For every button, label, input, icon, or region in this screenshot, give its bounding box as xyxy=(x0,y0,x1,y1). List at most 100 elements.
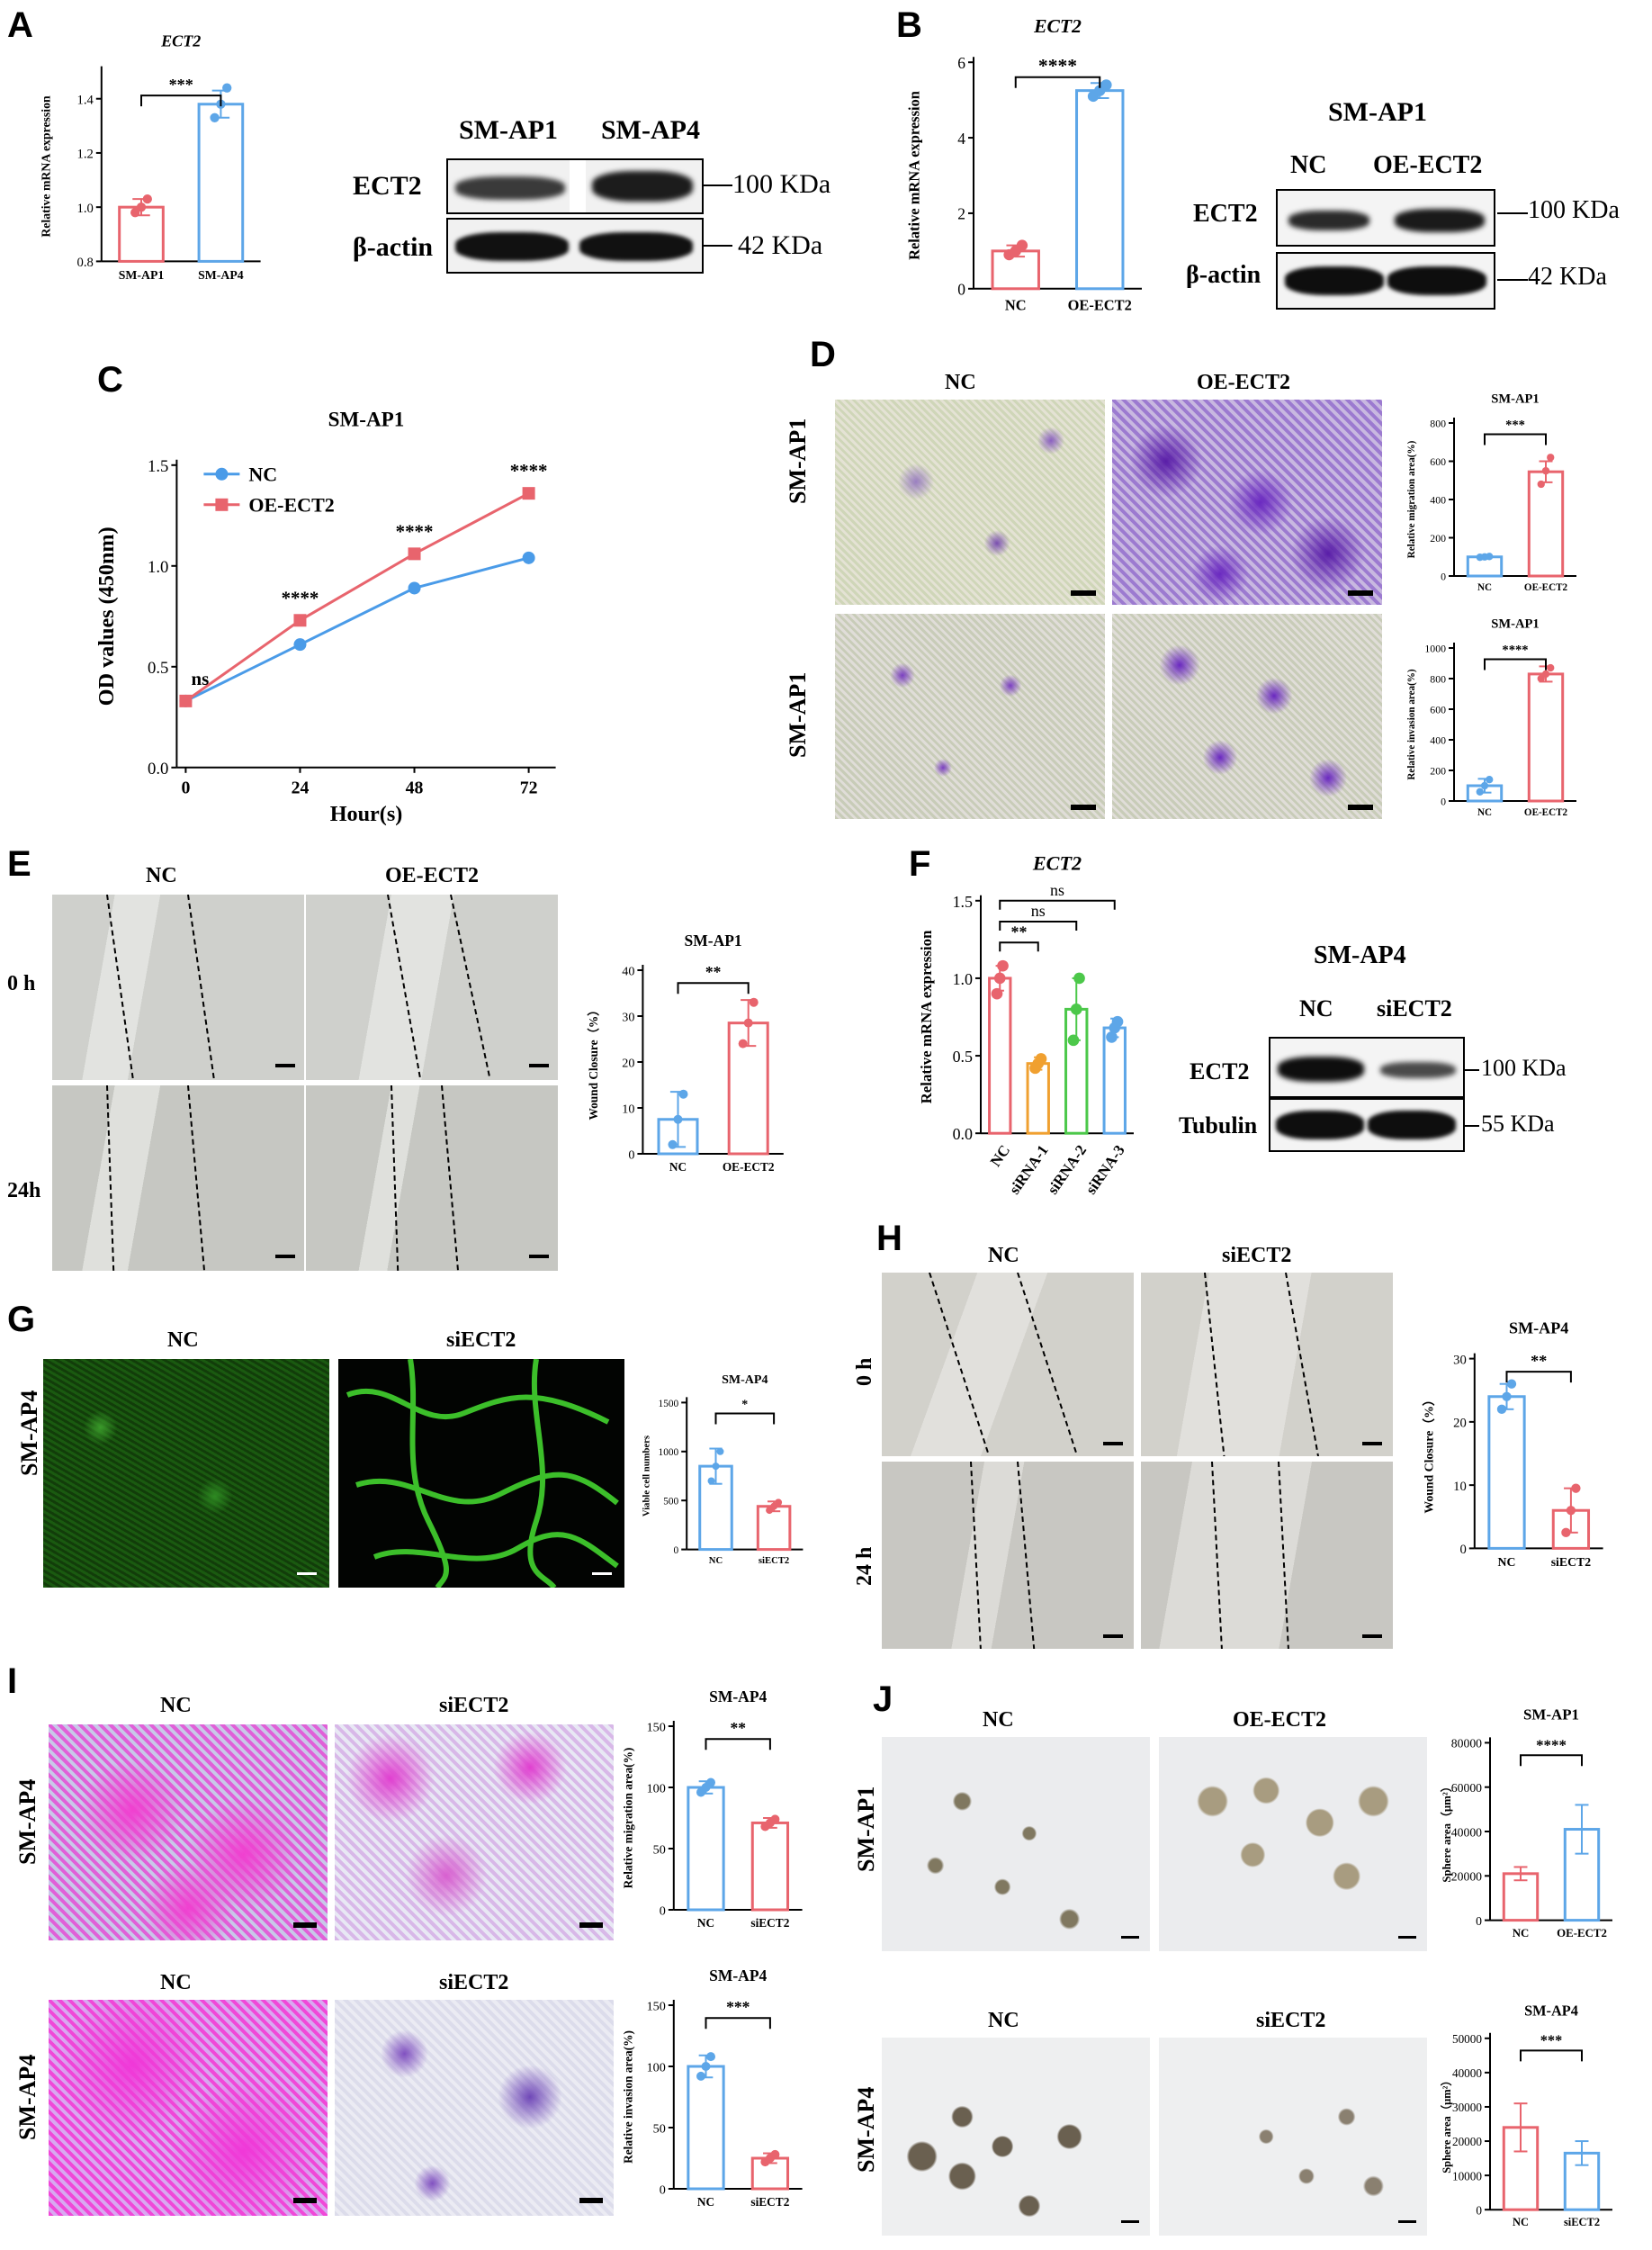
wb-a-box-2 xyxy=(446,218,704,274)
i-col-1b: NC xyxy=(160,1971,192,1994)
y-tick-label: 20 xyxy=(622,1057,634,1071)
g-col-2: siECT2 xyxy=(446,1328,516,1352)
sig-bracket xyxy=(677,982,750,994)
wb-f-size-1: 100 KDa xyxy=(1481,1055,1567,1081)
y-tick-label: 50000 xyxy=(1452,2032,1482,2046)
y-tick-label: 0 xyxy=(660,1904,666,1919)
chart-d-migration: SM-AP1 0 200 400 600 800 Relative migration ar… xyxy=(1406,392,1576,593)
data-point xyxy=(222,83,232,93)
j-image-nc-ap4 xyxy=(882,2038,1150,2236)
sig-bracket xyxy=(999,899,1116,910)
legend-label: NC xyxy=(248,464,277,486)
sig-label: **** xyxy=(396,520,434,542)
y-tick-label: 0 xyxy=(660,2183,666,2198)
data-point xyxy=(1486,776,1494,784)
y-tick-label: 0.5 xyxy=(148,659,168,678)
y-tick-label: 1.2 xyxy=(77,148,94,162)
bar xyxy=(1527,672,1565,803)
chart-c: SM-AP1 0.0 0.5 1.0 1.5 OD values (450nm) 0 24 48… xyxy=(94,408,556,826)
bar xyxy=(197,103,245,263)
sig-label: *** xyxy=(1505,418,1525,433)
sig-label: *** xyxy=(726,1998,750,2016)
wb-b-box-1 xyxy=(1276,189,1495,247)
y-tick-label: 0 xyxy=(957,281,965,299)
panel-label-g: G xyxy=(7,1300,36,1339)
y-tick-label: 200 xyxy=(1430,532,1446,544)
chart-title: SM-AP4 xyxy=(722,1373,768,1387)
wb-f-row-1: ECT2 xyxy=(1190,1058,1250,1084)
data-point xyxy=(1537,480,1545,489)
x-tick-label: NC xyxy=(1513,1927,1530,1940)
x-tick-label: siECT2 xyxy=(1551,1555,1591,1569)
data-point xyxy=(770,1814,780,1824)
sig-label: *** xyxy=(1540,2031,1563,2048)
y-tick-label: 4 xyxy=(957,130,965,148)
data-point xyxy=(1073,972,1085,985)
i-image-nc-migration xyxy=(49,1724,328,1940)
chart-title: SM-AP1 xyxy=(685,932,742,950)
x-tick-label: NC xyxy=(697,1916,714,1930)
y-tick-label: 0 xyxy=(1476,1914,1482,1928)
y-axis-label: Relative mRNA expression xyxy=(40,95,53,238)
chart-title: SM-AP1 xyxy=(1523,1706,1579,1723)
y-tick-label: 0.0 xyxy=(148,760,168,778)
data-point xyxy=(705,1778,715,1787)
x-tick-label: siECT2 xyxy=(1564,2216,1600,2228)
chart-title: SM-AP1 xyxy=(1491,392,1539,407)
panel-label-i: I xyxy=(7,1661,18,1701)
chart-title: SM-AP4 xyxy=(709,1688,767,1706)
y-axis-label: Sphere area（μm²） xyxy=(1440,1780,1453,1882)
y-tick-label: 80000 xyxy=(1451,1737,1482,1750)
sig-bracket xyxy=(999,941,1039,952)
i-image-si-invasion xyxy=(335,2000,614,2216)
y-tick-label: 1.0 xyxy=(148,558,168,577)
y-axis-label: Relative mRNA expression xyxy=(918,930,935,1103)
h-image-nc-0h xyxy=(882,1273,1134,1456)
wb-b-box-2 xyxy=(1276,252,1495,310)
e-col-1: NC xyxy=(146,864,177,887)
e-col-2: OE-ECT2 xyxy=(385,864,480,887)
sig-label: **** xyxy=(1536,1736,1567,1753)
data-point xyxy=(1547,454,1555,462)
data-point xyxy=(1100,79,1112,91)
d-image-oe-invasion xyxy=(1112,614,1382,819)
wb-a-size-2: 42 KDa xyxy=(738,230,823,260)
series-line-0 xyxy=(184,556,529,703)
data-point xyxy=(1541,466,1550,475)
series-line-1 xyxy=(184,491,530,703)
y-tick-label: 50 xyxy=(653,2122,666,2137)
j-image-nc-ap1 xyxy=(882,1737,1150,1951)
y-tick-label: 40 xyxy=(622,965,634,979)
sig-bracket xyxy=(140,94,222,107)
wb-f-title: SM-AP4 xyxy=(1314,941,1406,969)
chart-title: ECT2 xyxy=(1033,15,1082,37)
x-tick-label: OE-ECT2 xyxy=(723,1160,775,1174)
y-tick-label: 150 xyxy=(647,1721,666,1735)
g-image-nc xyxy=(43,1359,329,1588)
y-tick-label: 400 xyxy=(1430,494,1446,507)
data-point xyxy=(775,1498,783,1507)
sig-label: **** xyxy=(282,587,319,608)
d-image-oe-migration xyxy=(1112,400,1382,605)
y-axis-label: Relative migration area(%) xyxy=(1406,440,1417,558)
y-tick-label: 2 xyxy=(957,205,965,223)
y-tick-label: 0 xyxy=(628,1148,634,1163)
chart-title: SM-AP4 xyxy=(709,1966,767,1984)
chart-title: SM-AP1 xyxy=(1491,617,1539,632)
y-tick-label: 10 xyxy=(1453,1480,1467,1494)
sig-bracket xyxy=(1484,433,1547,446)
sig-label: *** xyxy=(169,76,193,94)
sig-bracket xyxy=(714,1412,776,1425)
x-tick-label: NC xyxy=(1477,807,1492,818)
data-point xyxy=(705,2052,715,2062)
y-axis-label: Relative invasion area(%) xyxy=(1406,669,1417,780)
y-tick-label: 40000 xyxy=(1452,2066,1482,2080)
y-tick-label: 0 xyxy=(1441,796,1446,808)
data-point xyxy=(770,2149,780,2159)
wb-f-col-2: siECT2 xyxy=(1377,995,1452,1022)
x-tick-label: siECT2 xyxy=(759,1556,789,1566)
data-point xyxy=(678,1089,688,1099)
y-tick-label: 800 xyxy=(1430,673,1446,686)
